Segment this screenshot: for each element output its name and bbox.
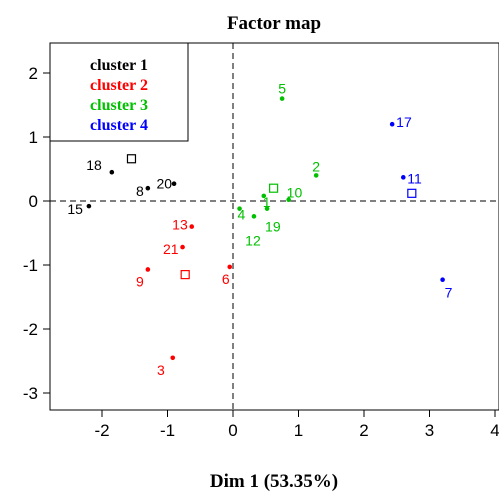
y-tick-label: -1 — [23, 256, 38, 275]
x-tick-label: 4 — [490, 421, 499, 440]
y-tick-label: 0 — [29, 192, 38, 211]
point-label-11: 11 — [407, 170, 422, 186]
data-point-13 — [189, 224, 195, 229]
point-label-12: 12 — [245, 232, 261, 248]
data-point-12 — [251, 214, 257, 219]
point-label-6: 6 — [222, 271, 230, 287]
point-label-2: 2 — [312, 158, 320, 174]
data-point-8 — [145, 185, 151, 191]
cluster-center-cluster-3 — [269, 183, 279, 193]
point-label-15: 15 — [67, 201, 83, 217]
point-label-3: 3 — [157, 362, 165, 378]
legend-entry-cluster-4: cluster 4 — [90, 117, 148, 134]
data-point-4 — [237, 206, 242, 211]
x-tick-label: 2 — [359, 421, 368, 440]
data-point-2 — [313, 173, 319, 178]
x-tick-label: -2 — [94, 421, 109, 440]
data-point-15 — [86, 203, 92, 209]
data-point-6 — [227, 264, 233, 270]
y-tick-label: 1 — [29, 128, 38, 147]
data-point-3 — [170, 355, 176, 361]
legend: cluster 1 cluster 2 cluster 3 cluster 4 — [49, 42, 189, 142]
data-point-17 — [389, 121, 395, 127]
point-label-4: 4 — [238, 207, 246, 223]
point-label-19: 19 — [265, 219, 281, 235]
point-label-20: 20 — [156, 176, 172, 192]
data-point-11 — [401, 175, 406, 180]
point-label-9: 9 — [136, 273, 144, 289]
x-tick-label: 1 — [294, 421, 303, 440]
point-label-13: 13 — [172, 217, 188, 233]
cluster-center-cluster-2 — [180, 270, 190, 280]
point-label-21: 21 — [163, 241, 179, 257]
legend-box — [49, 42, 189, 142]
data-point-5 — [279, 96, 285, 101]
point-label-8: 8 — [136, 183, 144, 199]
cluster-center-cluster-1 — [126, 154, 137, 164]
legend-entry-cluster-3: cluster 3 — [90, 97, 148, 114]
data-point-7 — [440, 277, 445, 283]
point-label-10: 10 — [287, 185, 303, 201]
point-label-17: 17 — [396, 114, 412, 130]
x-tick-label: 0 — [228, 421, 237, 440]
data-point-19 — [264, 206, 270, 211]
point-label-1: 1 — [263, 194, 271, 210]
legend-entry-cluster-1: cluster 1 — [90, 57, 148, 74]
point-label-18: 18 — [86, 157, 102, 173]
x-tick-label: -1 — [160, 421, 175, 440]
y-tick-label: 2 — [29, 64, 38, 83]
data-point-9 — [145, 267, 151, 272]
y-tick-label: -2 — [23, 320, 38, 339]
data-point-1 — [261, 193, 267, 199]
chart-title: Factor map — [227, 13, 321, 34]
x-tick-label: 3 — [425, 421, 434, 440]
cluster-center-cluster-4 — [407, 188, 417, 198]
data-point-21 — [180, 244, 185, 250]
x-axis-label: Dim 1 (53.35%) — [210, 471, 338, 492]
data-point-20 — [171, 181, 177, 187]
plot-frame — [49, 42, 499, 411]
legend-entry-cluster-2: cluster 2 — [90, 77, 148, 94]
data-point-18 — [109, 169, 115, 175]
point-label-5: 5 — [278, 81, 286, 97]
data-point-10 — [286, 197, 291, 203]
y-tick-label: -3 — [23, 384, 38, 403]
point-label-7: 7 — [445, 285, 453, 301]
